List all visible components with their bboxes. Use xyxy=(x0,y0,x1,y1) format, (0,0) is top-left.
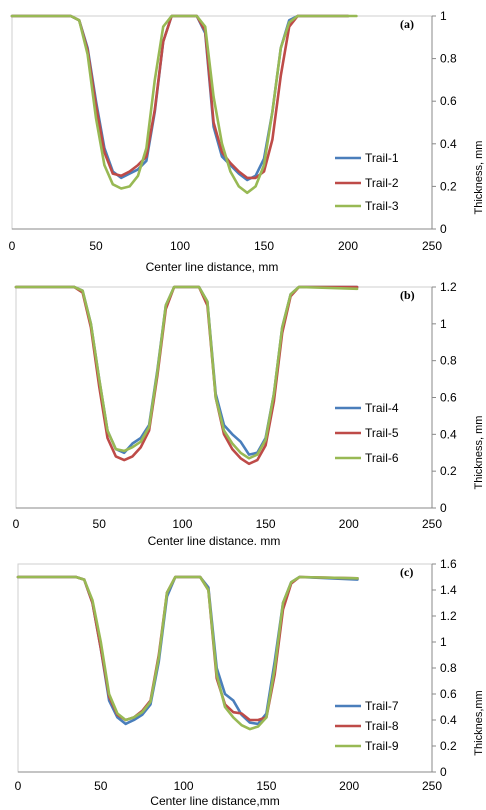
y-axis-label: Thicknes,mm xyxy=(473,690,485,755)
series-line-trail-6 xyxy=(14,285,359,460)
y-tick-label: 1.2 xyxy=(440,609,457,623)
x-tick-label: 0 xyxy=(9,239,16,253)
legend-entry: Trail-8 xyxy=(365,719,399,733)
y-tick-label: 0.2 xyxy=(440,179,457,193)
x-tick-label: 200 xyxy=(338,239,358,253)
legend-entry: Trail-9 xyxy=(365,739,399,753)
x-tick-label: 50 xyxy=(93,517,107,531)
y-tick-label: 0.8 xyxy=(440,661,457,675)
y-tick-label: 0.6 xyxy=(440,391,457,405)
legend-entry: Trail-2 xyxy=(365,176,399,190)
y-tick-label: 0.8 xyxy=(440,52,457,66)
legend-entry: Trail-3 xyxy=(365,199,399,213)
x-tick-label: 0 xyxy=(13,517,20,531)
y-tick-label: 1.2 xyxy=(440,280,457,294)
x-tick-label: 0 xyxy=(15,779,22,793)
y-tick-label: 1 xyxy=(440,635,447,649)
y-tick-label: 0.6 xyxy=(440,687,457,701)
x-axis-label: Center line distance, mm xyxy=(146,260,279,274)
chart-panel-2: 0 50 100 150 200 250 0 0.2 0.4 0.6 0.8 1 1.2 Center l… xyxy=(13,280,485,548)
legend-entry: Trail-6 xyxy=(365,451,399,465)
x-axis-label: Center line distance,mm xyxy=(150,794,279,808)
y-tick-label: 0.4 xyxy=(440,427,457,441)
y-tick-label: 0.2 xyxy=(440,464,457,478)
panel-label: (b) xyxy=(400,288,415,302)
plot-area-frame xyxy=(11,15,433,230)
plot-area-frame xyxy=(15,286,433,509)
chart-panel-1: 0 50 100 150 200 250 0 0.2 0.4 0.6 0.8 1 Center line… xyxy=(9,9,485,274)
x-tick-label: 100 xyxy=(170,239,190,253)
x-tick-label: 250 xyxy=(422,779,442,793)
legend-entry: Trail-7 xyxy=(365,699,399,713)
series-line-trail-3 xyxy=(10,14,358,195)
y-tick-label: 0.2 xyxy=(440,739,457,753)
series-line-trail-1 xyxy=(10,14,350,182)
y-tick-label: 0 xyxy=(440,501,447,515)
y-axis-label: Thickness, mm xyxy=(473,416,485,490)
y-tick-label: 1.6 xyxy=(440,557,457,571)
series-line-trail-8 xyxy=(16,575,359,722)
x-tick-label: 50 xyxy=(89,239,103,253)
x-tick-label: 100 xyxy=(174,779,194,793)
y-tick-label: 0 xyxy=(440,765,447,779)
series-line-trail-9 xyxy=(16,575,359,731)
panel-label: (a) xyxy=(400,17,414,31)
x-tick-label: 250 xyxy=(422,239,442,253)
legend-entry: Trail-4 xyxy=(365,401,399,415)
x-tick-label: 200 xyxy=(339,517,359,531)
legend-entry: Trail-1 xyxy=(365,151,399,165)
y-tick-label: 1.4 xyxy=(440,583,457,597)
x-tick-label: 50 xyxy=(94,779,108,793)
y-axis-label: Thickness, mm xyxy=(473,141,485,215)
x-axis-label: Center line distance. mm xyxy=(148,534,281,548)
series-line-trail-4 xyxy=(14,285,359,456)
x-tick-label: 150 xyxy=(256,779,276,793)
chart-panel-3: 0 50 100 150 200 25000.20.40.60.811.21.41.6Ce… xyxy=(15,557,485,808)
y-tick-label: 0.8 xyxy=(440,354,457,368)
x-tick-label: 150 xyxy=(254,239,274,253)
y-tick-label: 1 xyxy=(440,317,447,331)
y-tick-label: 0.4 xyxy=(440,137,457,151)
x-tick-label: 150 xyxy=(256,517,276,531)
series-line-trail-7 xyxy=(16,575,359,726)
legend-entry: Trail-5 xyxy=(365,426,399,440)
y-tick-label: 0 xyxy=(440,222,447,236)
series-line-trail-2 xyxy=(10,14,350,180)
x-tick-label: 200 xyxy=(339,779,359,793)
y-tick-label: 1 xyxy=(440,9,447,23)
y-tick-label: 0.6 xyxy=(440,94,457,108)
y-tick-label: 0.4 xyxy=(440,713,457,727)
series-line-trail-5 xyxy=(14,285,359,466)
x-tick-label: 100 xyxy=(172,517,192,531)
x-tick-label: 250 xyxy=(422,517,442,531)
panel-label: (c) xyxy=(400,565,413,579)
